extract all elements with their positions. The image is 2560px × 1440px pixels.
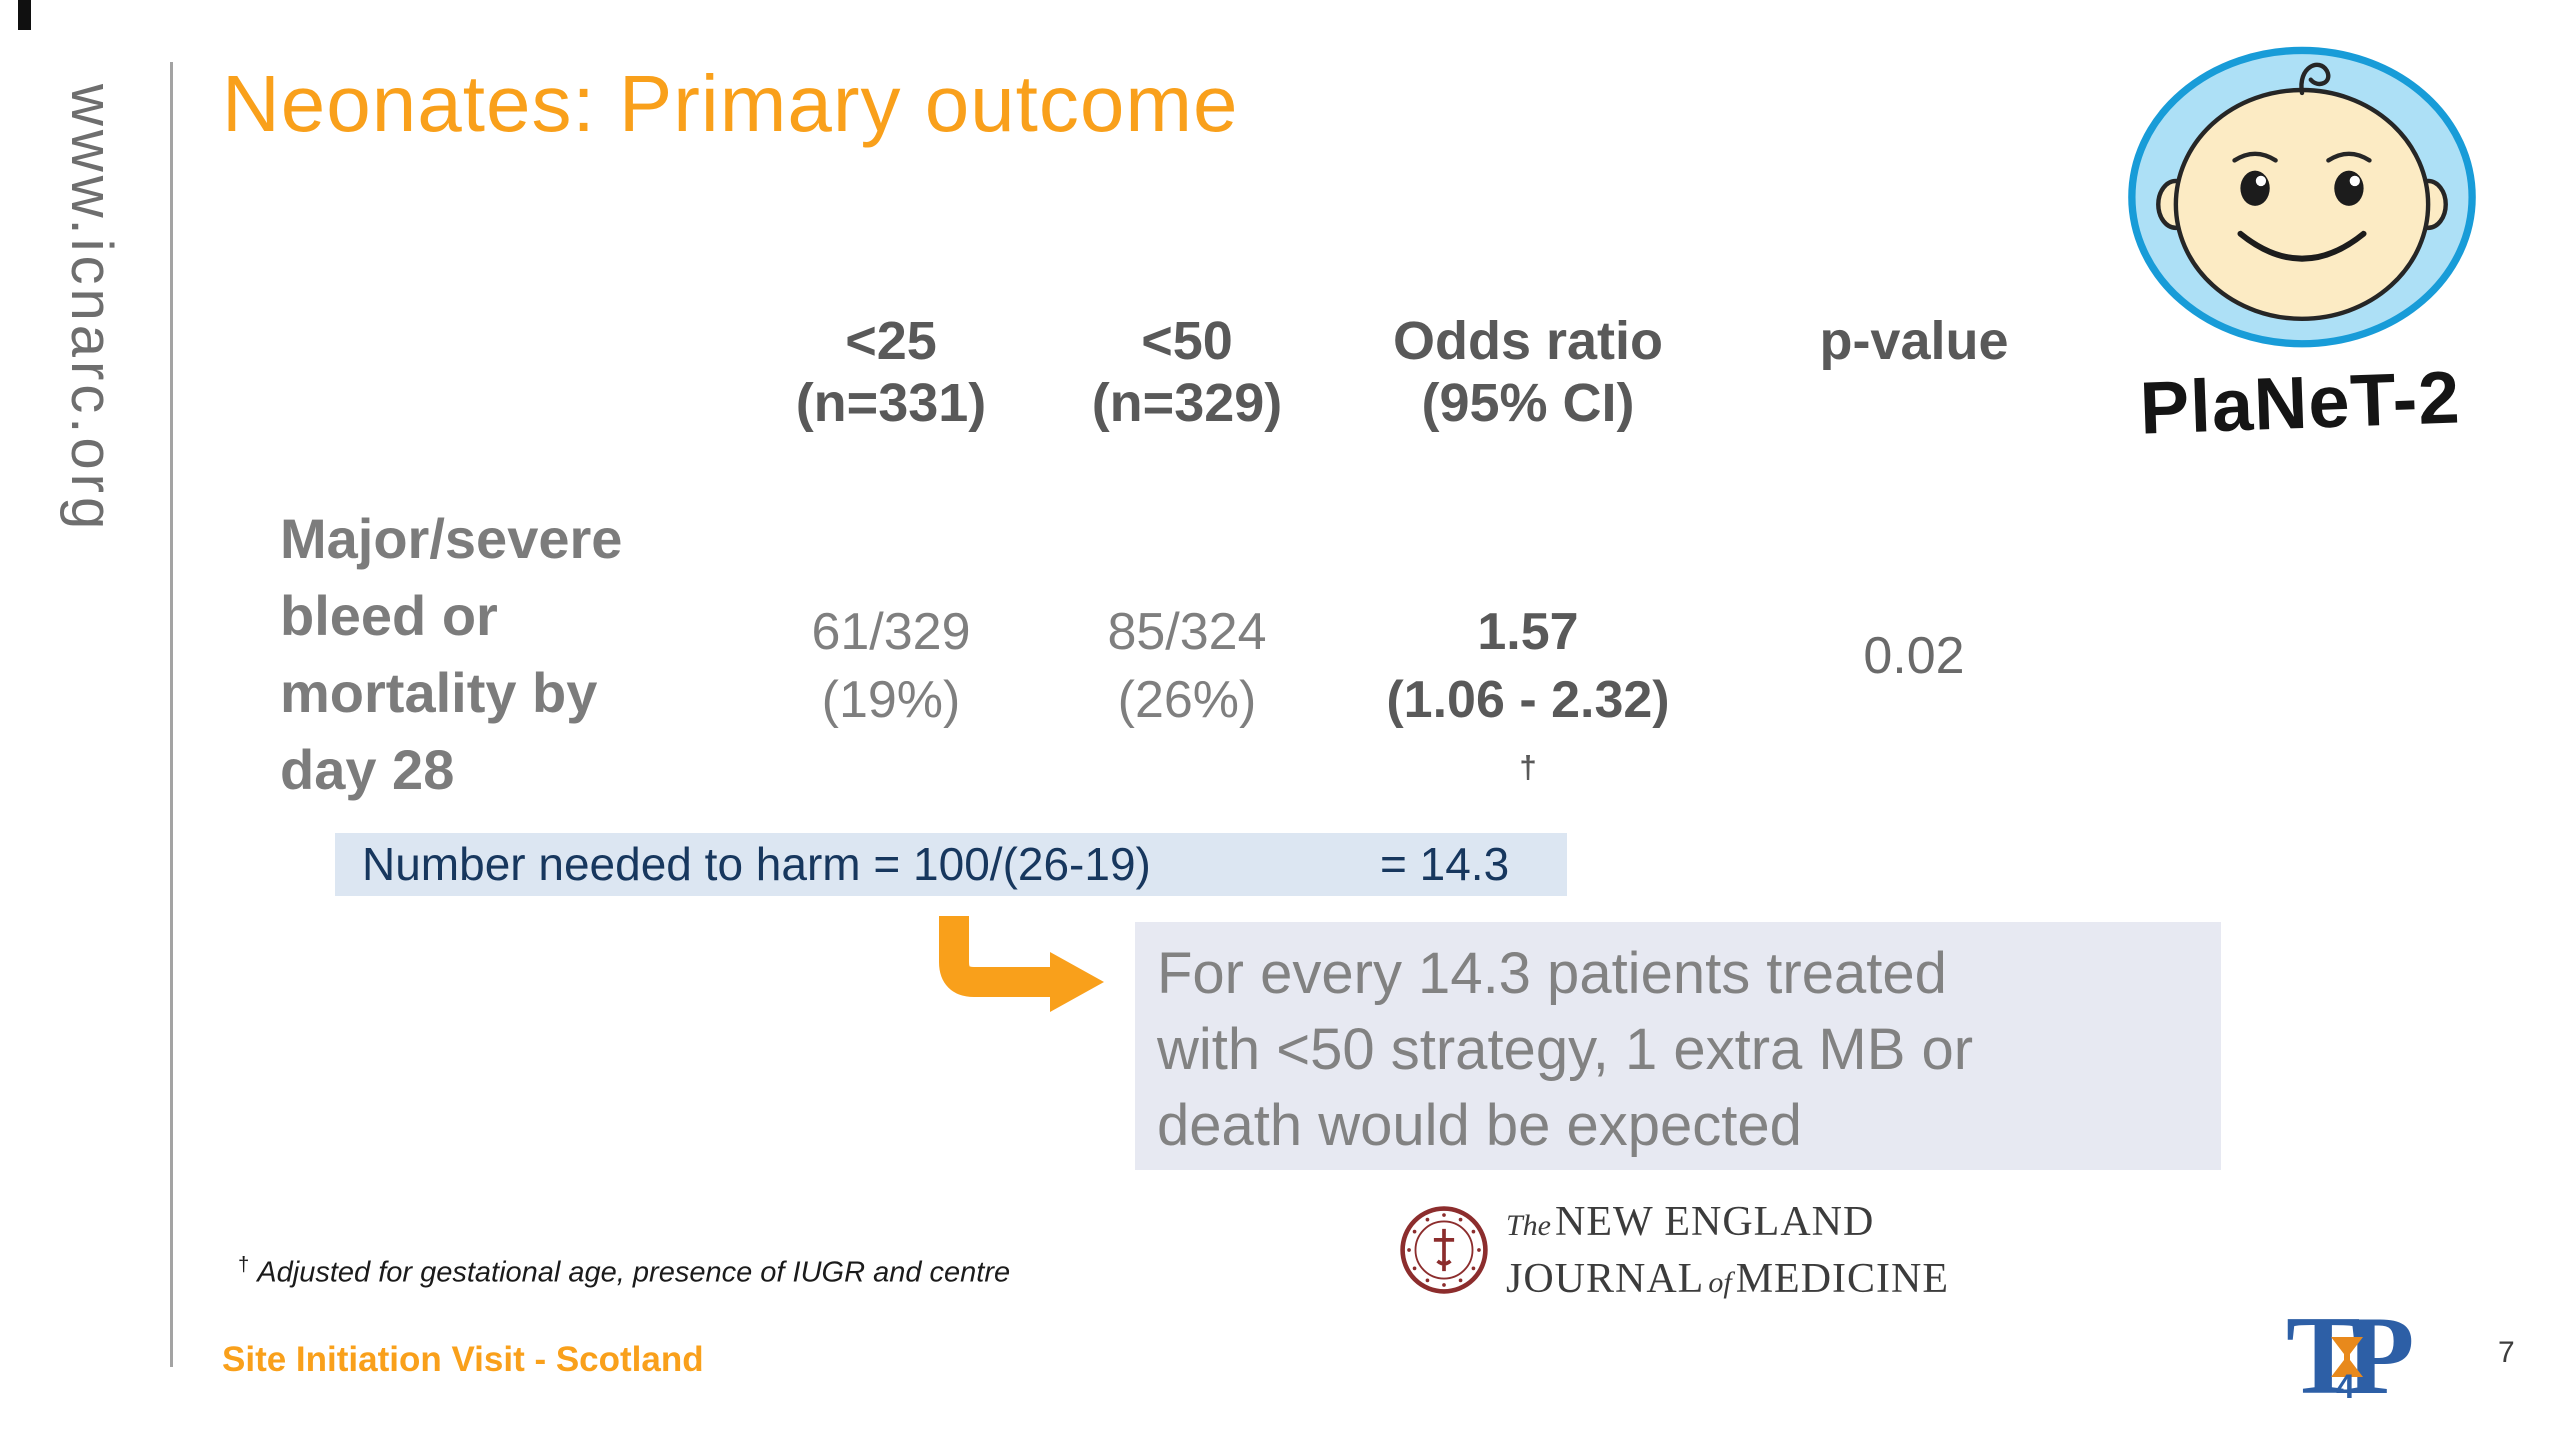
nnh-highlight-box: Number needed to harm = 100/(26-19) = 14… <box>335 833 1567 896</box>
column-header-line: (n=329) <box>1091 373 1283 433</box>
column-header-line: (95% CI) <box>1421 373 1635 433</box>
column-header-line: p-value <box>1819 311 2009 371</box>
sidebar-url: www.icnarc.org <box>59 84 124 534</box>
callout-text-line: For every 14.3 patients treated <box>1157 941 1947 1006</box>
footer-label: Site Initiation Visit - Scotland <box>222 1340 704 1379</box>
t4p-number-4: 4 <box>2336 1368 2355 1406</box>
nejm-of: of <box>1708 1266 1732 1299</box>
cell-lt25-value: 61/329 (19%) <box>741 598 1041 734</box>
cell-lt50-value: 85/324 (26%) <box>1037 598 1337 734</box>
nejm-seal-icon <box>1400 1206 1488 1294</box>
callout-text-line: death would be expected <box>1157 1093 1802 1158</box>
nnh-formula: Number needed to harm = 100/(26-19) <box>362 838 1151 890</box>
nejm-wordmark-line1: The NEW ENGLAND <box>1506 1198 2006 1255</box>
row-label-primary-outcome: Major/severe bleed or mortality by day 2… <box>280 507 623 801</box>
nejm-medicine: MEDICINE <box>1735 1256 1949 1302</box>
odds-ratio-ci: (1.06 - 2.32) <box>1386 671 1670 729</box>
column-header-line: Odds ratio <box>1392 311 1664 371</box>
nejm-new-england: NEW ENGLAND <box>1555 1199 1875 1245</box>
nejm-wordmark: The NEW ENGLAND JOURNAL of MEDICINE <box>1506 1198 2006 1312</box>
callout-box: For every 14.3 patients treated with <50… <box>1135 922 2221 1170</box>
column-header-line: (n=331) <box>795 373 987 433</box>
cell-line: (19%) <box>821 671 961 729</box>
nejm-journal: JOURNAL <box>1506 1256 1705 1302</box>
screen-artifact-mark <box>18 0 31 30</box>
column-header-line: <50 <box>1141 311 1233 371</box>
elbow-arrow-icon <box>939 916 1104 1012</box>
column-header-lt50: <50 (n=329) <box>1037 310 1337 434</box>
column-header-odds-ratio: Odds ratio (95% CI) <box>1328 310 1728 434</box>
column-header-lt25: <25 (n=331) <box>741 310 1041 434</box>
cell-line: (1.06 - 2.32) † <box>1328 666 1728 802</box>
cell-p-value: 0.02 <box>1764 622 2064 690</box>
t4p-logo: T P 4 <box>2286 1294 2418 1418</box>
footnote: † Adjusted for gestational age, presence … <box>238 1254 1010 1290</box>
page-number: 7 <box>2498 1336 2515 1369</box>
cell-line: (26%) <box>1117 671 1257 729</box>
column-header-line: <25 <box>845 311 937 371</box>
slide-title: Neonates: Primary outcome <box>222 59 1239 148</box>
column-header-p-value: p-value <box>1764 310 2064 372</box>
footnote-marker: † <box>1519 750 1537 785</box>
footnote-marker: † <box>238 1254 250 1276</box>
callout-text-line: with <50 strategy, 1 extra MB or <box>1157 1017 1974 1082</box>
cell-line: 1.57 <box>1477 603 1579 661</box>
planet2-label: PlaNeT-2 <box>2138 355 2462 450</box>
cell-line: 0.02 <box>1863 627 1965 685</box>
cell-line: 85/324 <box>1107 603 1267 661</box>
cell-odds-ratio-value: 1.57 (1.06 - 2.32) † <box>1328 598 1728 802</box>
nejm-wordmark-line2: JOURNAL of MEDICINE <box>1506 1255 2006 1312</box>
baby-face-icon <box>2128 46 2476 348</box>
nejm-the: The <box>1506 1209 1551 1242</box>
hourglass-icon <box>2331 1337 2363 1377</box>
nnh-result: = 14.3 <box>1380 838 1510 890</box>
cell-line: 61/329 <box>811 603 971 661</box>
vertical-divider <box>170 62 173 1367</box>
t4p-letter-p: P <box>2346 1294 2415 1418</box>
footnote-text: Adjusted for gestational age, presence o… <box>257 1256 1011 1289</box>
